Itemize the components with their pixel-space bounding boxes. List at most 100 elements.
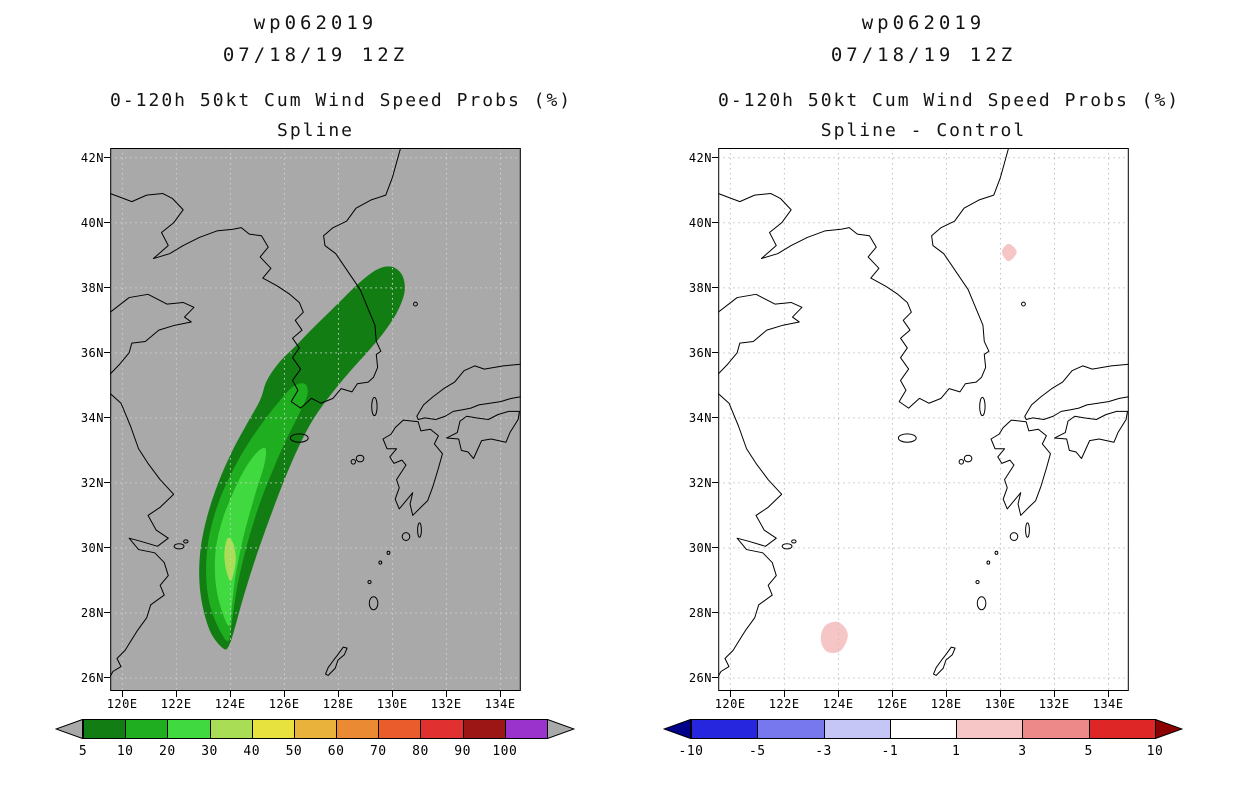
lat-tick-label: 26N: [688, 670, 712, 685]
contour-level-1: [820, 621, 848, 653]
init-time: 07/18/19 12Z: [830, 44, 1017, 66]
lon-tick-label: 132E: [430, 697, 462, 711]
map-background: [718, 148, 1129, 691]
map-background: [110, 148, 521, 691]
colorbar-tick-label: 5: [1084, 744, 1093, 759]
method-label: Spline - Control: [820, 120, 1027, 141]
lat-tick-label: 42N: [688, 150, 712, 165]
product-title: 0-120h 50kt Cum Wind Speed Probs (%): [110, 90, 573, 111]
colorbar-segment: [251, 719, 295, 739]
lat-tick-label: 28N: [80, 605, 104, 620]
colorbar-segment: [378, 719, 422, 739]
lat-tick-label: 42N: [80, 150, 104, 165]
colorbar-tick-label: -10: [678, 744, 704, 759]
lat-tick-mark: [104, 352, 110, 354]
contour-level-5: [199, 266, 405, 650]
colorbar-tick-label: 3: [1018, 744, 1027, 759]
lat-tick-label: 40N: [688, 215, 712, 230]
colorbar-difference: -10 -5 -3 -1 1 3 5 10: [663, 719, 1184, 765]
lon-tick-label: 122E: [768, 697, 800, 711]
lon-tick-label: 132E: [1038, 697, 1070, 711]
lat-tick-label: 32N: [688, 475, 712, 490]
lon-tick-mark: [337, 691, 339, 697]
colorbar-probability: 5 10 20 30 40 50 60 70 80 90 100: [55, 719, 576, 765]
lat-tick-mark: [712, 222, 718, 224]
lon-tick-mark: [229, 691, 231, 697]
lon-tick-mark: [283, 691, 285, 697]
colorbar-segment: [293, 719, 338, 739]
lat-tick-mark: [104, 547, 110, 549]
lon-tick-label: 134E: [484, 697, 516, 711]
contour-level-1: [1001, 243, 1017, 262]
lat-tick-label: 38N: [688, 280, 712, 295]
product-title: 0-120h 50kt Cum Wind Speed Probs (%): [718, 90, 1181, 111]
colorbar-tick-label: 80: [412, 744, 429, 759]
colorbar-segment: [956, 719, 1024, 739]
colorbar-tick-label: 10: [116, 744, 134, 759]
lon-tick-mark: [729, 691, 731, 697]
lon-tick-mark: [837, 691, 839, 697]
lat-tick-label: 32N: [80, 475, 104, 490]
colorbar-arrow-right: [1155, 719, 1183, 739]
colorbar-tick-label: -5: [748, 744, 766, 759]
lat-tick-mark: [712, 352, 718, 354]
lon-tick-mark: [391, 691, 393, 697]
lat-tick-mark: [104, 287, 110, 289]
colorbar-tick-label: 100: [492, 744, 518, 759]
colorbar-segment: [209, 719, 253, 739]
colorbar-tick-label: 70: [369, 744, 387, 759]
lon-tick-label: 120E: [106, 697, 138, 711]
lat-tick-mark: [712, 287, 718, 289]
lon-tick-mark: [175, 691, 177, 697]
lat-tick-mark: [712, 482, 718, 484]
panel-spline-titles: wp062019 07/18/19 12Z 0-120h 50kt Cum Wi…: [110, 0, 573, 148]
map-frame: [718, 148, 1129, 691]
coastlines: [718, 148, 1129, 677]
map-spline: 42N 40N 38N 36N 34N 32N 30N 28N 26N 120E 122E 124E 1…: [81, 148, 521, 711]
colorbar-segment: [336, 719, 380, 739]
panel-spline-minus-control: wp062019 07/18/19 12Z 0-120h 50kt Cum Wi…: [618, 0, 1236, 800]
lat-tick-label: 34N: [688, 410, 712, 425]
lon-tick-mark: [1053, 691, 1055, 697]
lon-tick-label: 134E: [1092, 697, 1124, 711]
lat-tick-label: 26N: [80, 670, 104, 685]
colorbar-arrow-left: [663, 719, 691, 739]
lat-tick-label: 28N: [688, 605, 712, 620]
panel-spline: wp062019 07/18/19 12Z 0-120h 50kt Cum Wi…: [55, 0, 576, 765]
colorbar-segment: [462, 719, 506, 739]
map-canvas-diff: [718, 148, 1129, 691]
lat-tick-label: 34N: [80, 410, 104, 425]
lon-tick-mark: [891, 691, 893, 697]
colorbar-segment: [757, 719, 825, 739]
lat-tick-mark: [712, 417, 718, 419]
lon-tick-mark: [445, 691, 447, 697]
colorbar-tick-label: -1: [881, 744, 899, 759]
lon-tick-mark: [499, 691, 501, 697]
colorbar-tick-label: 20: [159, 744, 176, 759]
colorbar-tick-label: 30: [201, 744, 218, 759]
colorbar-tick-label: 50: [285, 744, 303, 759]
lat-tick-mark: [712, 157, 718, 159]
lat-tick-label: 36N: [80, 345, 104, 360]
colorbar-segment: [1088, 719, 1156, 739]
colorbar-segment: [167, 719, 211, 739]
coastlines: [110, 148, 521, 677]
lon-tick-label: 126E: [268, 697, 300, 711]
contour-fills: [820, 243, 1017, 653]
lat-tick-mark: [104, 417, 110, 419]
colorbar-segment: [1022, 719, 1090, 739]
storm-id: wp062019: [253, 12, 378, 34]
lat-tick-label: 30N: [688, 540, 712, 555]
map-frame: [110, 148, 521, 691]
init-time: 07/18/19 12Z: [222, 44, 409, 66]
lon-tick-label: 130E: [984, 697, 1016, 711]
lat-tick-label: 36N: [688, 345, 712, 360]
colorbar-segment: [420, 719, 464, 739]
lon-tick-label: 120E: [714, 697, 746, 711]
lon-tick-mark: [999, 691, 1001, 697]
colorbar-tick-label: 10: [1146, 744, 1164, 759]
map-canvas-spline: [110, 148, 521, 691]
colorbar-tick-label: 5: [78, 744, 88, 759]
lon-tick-mark: [783, 691, 785, 697]
